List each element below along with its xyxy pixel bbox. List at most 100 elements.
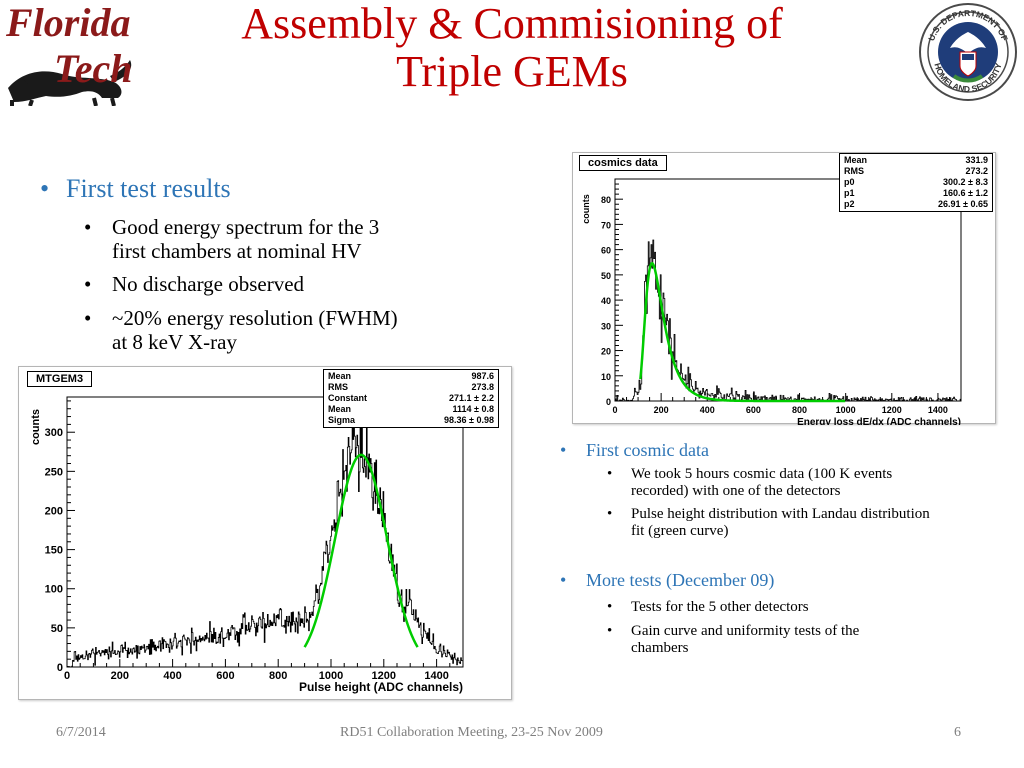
y-tick-label: 30: [601, 321, 611, 331]
stat-name: Mean: [328, 404, 352, 414]
x-tick-label: 600: [746, 405, 761, 415]
stat-name: Sigma: [328, 415, 356, 425]
y-axis-label: counts: [30, 409, 42, 445]
florida-tech-logo: Florida Tech: [2, 2, 140, 107]
y-tick-label: 20: [601, 347, 611, 357]
bullet-dot: •: [607, 599, 613, 615]
x-tick-label: 600: [216, 670, 234, 682]
x-tick-label: 400: [163, 670, 181, 682]
sub-bullet-line-1: Good energy spectrum for the 3: [112, 215, 380, 239]
y-tick-label: 80: [601, 195, 611, 205]
y-tick-label: 10: [601, 372, 611, 382]
bullet-dot: •: [607, 506, 613, 522]
bullet-dot: •: [84, 306, 92, 330]
bullet-first-cosmic-data: • First cosmic data: [560, 440, 709, 461]
sub-bullet-energy-resolution: • ~20% energy resolution (FWHM) at 8 keV…: [84, 306, 398, 354]
sub-bullet-line-2: fit (green curve): [631, 523, 729, 539]
slide-title-line-2: Triple GEMs: [396, 47, 628, 96]
bullet-dot: •: [607, 466, 613, 482]
stat-row: p0 300.2 ± 8.3: [844, 177, 988, 188]
fit-curve: [303, 453, 419, 648]
y-tick-label: 40: [601, 296, 611, 306]
x-tick-label: 800: [792, 405, 807, 415]
stat-name: RMS: [328, 382, 348, 392]
stat-row: Sigma 98.36 ± 0.98: [328, 415, 494, 426]
florida-tech-logo-text-2: Tech: [54, 46, 133, 91]
y-tick-label: 100: [45, 584, 63, 596]
stats-box: Mean 987.6 RMS 273.8 Constant 271.1 ± 2.2 M…: [323, 369, 499, 428]
mtgem3-histogram: 0 200 400 600 800 1000 1200 1400 0 50 100 150 200 250…: [18, 366, 512, 700]
bullet-text: First cosmic data: [586, 440, 709, 460]
y-tick-label: 0: [606, 397, 611, 407]
stat-row: Mean 331.9: [844, 155, 988, 166]
sub-bullet-line-1: ~20% energy resolution (FWHM): [112, 306, 398, 330]
sub-bullet-line-2: chambers: [631, 640, 689, 656]
y-axis-label: counts: [581, 194, 591, 224]
x-tick-label: 1000: [319, 670, 343, 682]
slide-title: Assembly & Commisioning of Triple GEMs: [180, 0, 844, 96]
bullet-text: First test results: [66, 174, 231, 203]
panther-icon: [8, 60, 132, 107]
stat-name: Mean: [844, 155, 868, 165]
stat-value: 271.1 ± 2.2: [449, 393, 494, 403]
x-axis-label: Pulse height (ADC channels): [299, 680, 463, 694]
stat-name: p0: [844, 177, 855, 187]
stat-row: p1 160.6 ± 1.2: [844, 188, 988, 199]
histogram-title: MTGEM3: [27, 371, 93, 387]
sub-bullet-energy-spectrum: • Good energy spectrum for the 3 first c…: [84, 215, 380, 263]
sub-bullet-line-1: Pulse height distribution with Landau di…: [631, 506, 930, 522]
bullet-dot: •: [607, 623, 613, 639]
y-tick-label: 150: [45, 545, 63, 557]
x-tick-label: 0: [64, 670, 70, 682]
stat-value: 160.6 ± 1.2: [943, 188, 988, 198]
histogram-line: [66, 411, 463, 668]
sub-bullet-cosmic-hours: • We took 5 hours cosmic data (100 K eve…: [607, 466, 893, 500]
y-tick-label: 50: [51, 623, 63, 635]
bullet-first-test-results: • First test results: [40, 174, 231, 204]
x-tick-label: 800: [269, 670, 287, 682]
mtgem3-plot: 0 200 400 600 800 1000 1200 1400 0 50 100 150 200 250…: [30, 396, 464, 694]
sub-bullet-line-2: at 8 keV X-ray: [112, 330, 237, 354]
x-tick-label: 200: [654, 405, 669, 415]
stat-name: Mean: [328, 371, 352, 381]
footer-date: 6/7/2014: [56, 725, 106, 740]
stat-value: 300.2 ± 8.3: [943, 177, 988, 187]
x-tick-label: 1400: [928, 405, 948, 415]
bullet-dot: •: [560, 440, 567, 460]
stat-name: RMS: [844, 166, 864, 176]
stat-value: 273.8: [471, 382, 494, 392]
histogram-title: cosmics data: [579, 155, 667, 171]
stat-row: p2 26.91 ± 0.65: [844, 199, 988, 210]
fit-curve: [639, 261, 846, 403]
sub-bullet-no-discharge: • No discharge observed: [84, 272, 305, 296]
sub-bullet-line-1: Gain curve and uniformity tests of the: [631, 623, 860, 639]
sub-bullet-gain-curve: • Gain curve and uniformity tests of the…: [607, 623, 860, 657]
stats-box: Mean 331.9 RMS 273.2 p0 300.2 ± 8.3 p1 160.6…: [839, 153, 993, 212]
sub-bullet-other-detectors: • Tests for the 5 other detectors: [607, 599, 809, 616]
x-tick-label: 0: [612, 405, 617, 415]
y-tick-label: 60: [601, 246, 611, 256]
sub-bullet-line-1: No discharge observed: [112, 272, 305, 296]
sub-bullet-line-2: first chambers at nominal HV: [112, 239, 362, 263]
x-tick-label: 1200: [882, 405, 902, 415]
stat-value: 987.6: [471, 371, 494, 381]
cosmics-data-histogram: 0 200 400 600 800 1000 1200 1400 0 10 20 30 40 50 60 70…: [572, 152, 996, 425]
sub-bullet-line-2: recorded) with one of the detectors: [631, 483, 841, 499]
sub-bullet-line-1: We took 5 hours cosmic data (100 K event…: [631, 466, 893, 482]
stat-row: Constant 271.1 ± 2.2: [328, 393, 494, 404]
y-tick-label: 250: [45, 466, 63, 478]
stat-row: Mean 1114 ± 0.8: [328, 404, 494, 415]
footer-meeting: RD51 Collaboration Meeting, 23-25 Nov 20…: [340, 725, 603, 740]
bullet-dot: •: [40, 174, 50, 203]
bullet-dot: •: [84, 272, 92, 296]
stat-name: Constant: [328, 393, 367, 403]
y-tick-label: 200: [45, 505, 63, 517]
stat-row: RMS 273.8: [328, 382, 494, 393]
bullet-dot: •: [84, 215, 92, 239]
y-tick-label: 0: [57, 662, 63, 674]
stat-row: Mean 987.6: [328, 371, 494, 382]
slide-title-line-1: Assembly & Commisioning of: [241, 0, 783, 48]
x-tick-label: 400: [700, 405, 715, 415]
bullet-text: More tests (December 09): [586, 570, 775, 590]
sub-bullet-landau-fit: • Pulse height distribution with Landau …: [607, 506, 930, 540]
